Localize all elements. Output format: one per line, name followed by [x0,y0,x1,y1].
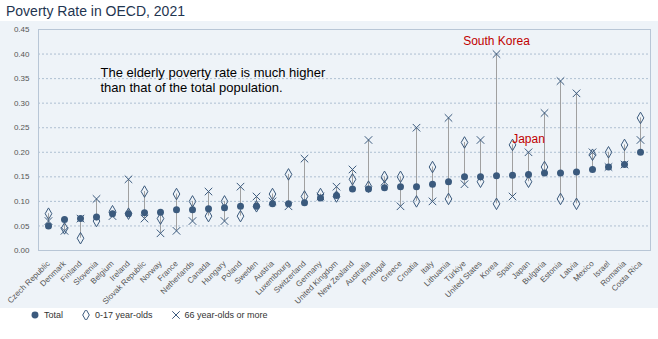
svg-text:Italy: Italy [419,259,436,276]
svg-text:Switzerland: Switzerland [272,259,308,295]
svg-text:Bulgaria: Bulgaria [520,259,548,287]
svg-text:Greece: Greece [378,259,404,285]
html-text:Total: Total [44,310,63,320]
svg-text:The elderly poverty rate is mu: The elderly poverty rate is much highert… [101,65,326,96]
svg-text:Spain: Spain [494,259,516,280]
svg-text:United States: United States [443,259,483,299]
svg-text:Türkiye: Türkiye [442,259,468,285]
svg-text:Lithuania: Lithuania [422,259,452,289]
svg-text:Norway: Norway [138,259,164,285]
svg-text:Australia: Australia [343,259,372,288]
svg-text:South Korea: South Korea [463,34,530,48]
svg-text:Israel: Israel [591,259,612,280]
svg-text:Netherlands: Netherlands [158,259,196,297]
svg-text:Slovak Republic: Slovak Republic [101,259,148,306]
html-text:0-17 year-olds: 0-17 year-olds [95,310,153,320]
svg-text:New Zealand: New Zealand [316,259,356,299]
svg-text:0.35: 0.35 [14,74,30,83]
svg-text:Costa Rica: Costa Rica [610,259,644,293]
svg-text:0.20: 0.20 [14,148,30,157]
svg-text:0.05: 0.05 [14,222,30,231]
svg-text:Canada: Canada [185,259,212,286]
svg-text:Poland: Poland [219,259,244,284]
svg-text:0.15: 0.15 [14,172,30,181]
svg-text:Estonia: Estonia [538,259,564,285]
svg-text:Denmark: Denmark [38,259,68,289]
svg-text:0.00: 0.00 [14,246,30,255]
html-text:Poverty Rate in OECD, 2021: Poverty Rate in OECD, 2021 [6,3,185,19]
svg-text:Ireland: Ireland [108,259,132,283]
svg-text:Germany: Germany [294,259,324,289]
svg-text:0.30: 0.30 [14,99,30,108]
svg-text:France: France [155,259,180,284]
svg-text:Portugal: Portugal [360,259,388,287]
svg-text:Mexico: Mexico [571,259,596,284]
svg-text:Finland: Finland [58,259,84,285]
svg-text:Romania: Romania [598,259,628,289]
svg-text:Belgium: Belgium [88,259,116,286]
svg-text:Hungary: Hungary [200,259,228,287]
svg-text:Luxembourg: Luxembourg [253,259,292,297]
svg-text:Japan: Japan [509,259,532,281]
svg-text:0.45: 0.45 [14,25,30,34]
svg-text:Sweden: Sweden [232,259,260,286]
svg-text:0.10: 0.10 [14,197,30,206]
svg-text:Latvia: Latvia [558,259,580,281]
svg-text:Croatia: Croatia [395,259,420,284]
svg-text:0.40: 0.40 [14,50,30,59]
svg-text:Slovenia: Slovenia [71,259,100,288]
svg-text:0.25: 0.25 [14,123,30,132]
html-text:66 year-olds or more: 66 year-olds or more [184,310,268,320]
svg-text:United Kingdom: United Kingdom [293,259,340,306]
svg-text:Austria: Austria [251,259,276,284]
svg-text:Japan: Japan [512,132,545,146]
svg-text:Czech Republic: Czech Republic [5,259,52,306]
svg-text:Korea: Korea [478,259,500,281]
